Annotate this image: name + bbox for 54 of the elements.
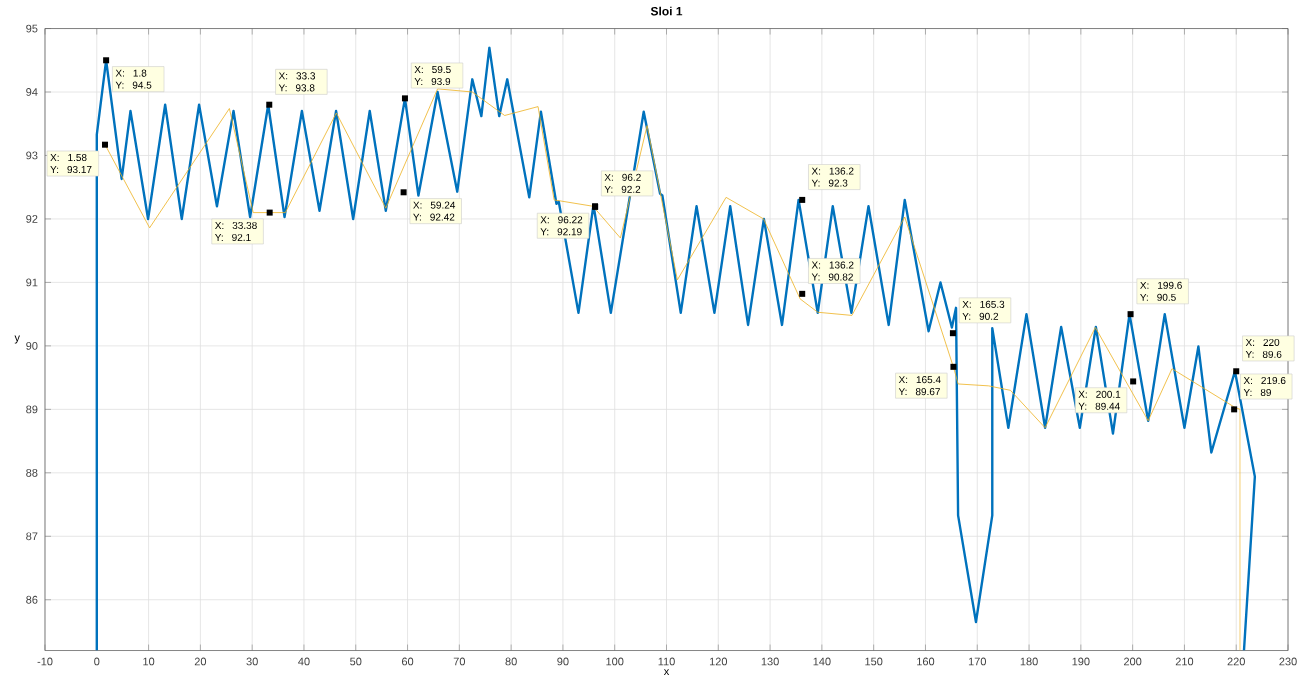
- x-tick-label: -10: [37, 657, 53, 666]
- y-tick-label: 95: [26, 24, 38, 33]
- x-tick-label: 150: [865, 657, 883, 666]
- annotation: X: 136.2 Y: 90.82: [811, 261, 854, 281]
- annotation: X: 199.6 Y: 90.5: [1140, 281, 1182, 302]
- x-tick-label: 190: [1072, 657, 1090, 666]
- y-tick-label: 86: [26, 596, 38, 604]
- annotation: X: 219.6 Y: 89: [1243, 377, 1286, 397]
- x-tick-label: 110: [658, 657, 675, 666]
- x-tick-label: 40: [298, 657, 310, 666]
- annotation: X: 59.24 Y: 92.42: [413, 201, 456, 221]
- annotation: X: 96.22 Y: 92.19: [540, 216, 583, 236]
- x-tick-label: 50: [350, 657, 362, 666]
- x-tick-label: 120: [709, 657, 728, 666]
- x-tick-label: 160: [917, 657, 935, 666]
- x-tick-label: 0: [94, 657, 100, 666]
- x-tick-label: 210: [1175, 657, 1194, 666]
- x-tick-label: 20: [194, 657, 207, 666]
- x-tick-label: 130: [761, 657, 779, 666]
- x-tick-label: 60: [401, 657, 414, 666]
- y-tick-label: 94: [26, 88, 38, 97]
- annotation: X: 165.4 Y: 89.67: [898, 376, 941, 396]
- x-tick-label: 140: [813, 657, 831, 666]
- chart-title: Sloi 1: [650, 6, 683, 16]
- annotation: X: 220 Y: 89.6: [1245, 339, 1282, 359]
- x-tick-label: 200: [1124, 657, 1142, 666]
- y-tick-label: 87: [26, 532, 38, 541]
- x-tick-label: 90: [557, 657, 569, 666]
- y-tick-label: 89: [26, 405, 38, 414]
- annotation: X: 165.3 Y: 90.2: [962, 301, 1005, 321]
- x-tick-label: 70: [453, 657, 466, 666]
- x-tick-label: 10: [143, 657, 155, 666]
- x-axis-title: x: [663, 669, 670, 676]
- x-tick-label: 80: [505, 657, 517, 666]
- x-tick-label: 100: [606, 657, 624, 666]
- annotation: X: 1.8 Y: 94.5: [115, 69, 152, 89]
- annotation: X: 33.38 Y: 92.1: [214, 222, 257, 242]
- y-axis-title: y: [14, 335, 20, 344]
- x-tick-label: 230: [1279, 657, 1297, 666]
- annotation: X: 136.2 Y: 92.3: [811, 167, 854, 187]
- y-tick-label: 92: [26, 215, 38, 224]
- y-tick-label: 90: [26, 342, 38, 350]
- annotation: X: 59.5 Y: 93.9: [414, 66, 451, 86]
- annotation: X: 33.3 Y: 93.8: [278, 72, 316, 92]
- y-tick-label: 93: [26, 151, 38, 160]
- x-tick-label: 30: [246, 657, 258, 666]
- annotation: X: 1.58 Y: 93.17: [50, 154, 92, 174]
- x-tick-label: 170: [968, 657, 986, 666]
- x-tick-label: 180: [1020, 657, 1038, 666]
- y-tick-label: 88: [26, 469, 38, 477]
- annotation: X: 200.1 Y: 89.44: [1078, 390, 1121, 411]
- x-tick-label: 220: [1227, 657, 1245, 666]
- annotation: X: 96.2 Y: 92.2: [604, 174, 641, 194]
- y-tick-label: 91: [26, 278, 38, 287]
